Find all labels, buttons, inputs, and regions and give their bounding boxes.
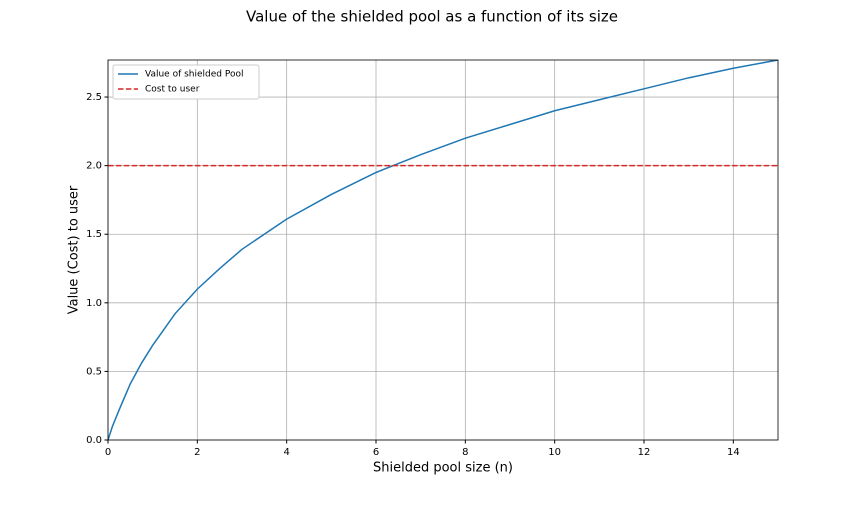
y-axis-label: Value (Cost) to user [67,185,82,314]
x-tick-label: 2 [194,447,200,458]
data-line [108,60,778,440]
x-tick-label: 0 [105,447,111,458]
y-tick-label: 2.5 [86,92,102,103]
x-tick-label: 6 [373,447,379,458]
y-tick-label: 2.0 [86,161,102,172]
x-tick-label: 12 [638,447,651,458]
x-tick-label: 14 [727,447,740,458]
y-tick-label: 1.0 [86,298,102,309]
chart-title: Value of the shielded pool as a function… [246,8,618,26]
x-tick-label: 10 [548,447,561,458]
legend-label: Value of shielded Pool [145,70,244,80]
plot-frame [107,59,779,441]
x-tick-label: 4 [283,447,289,458]
x-axis-label: Shielded pool size (n) [373,461,513,476]
legend-box [112,64,260,100]
y-tick-label: 1.5 [86,229,102,240]
x-tick-label: 8 [462,447,468,458]
y-tick-label: 0.5 [86,366,102,377]
y-tick-label: 0.0 [86,435,102,446]
legend: Value of shielded Pool Cost to user [112,64,260,100]
legend-label: Cost to user [145,85,200,95]
